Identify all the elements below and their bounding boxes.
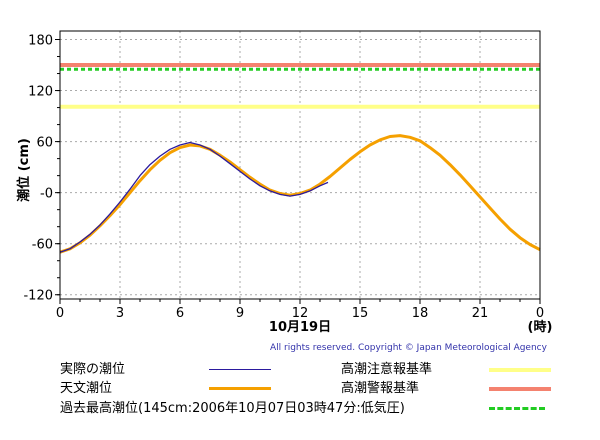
x-tick-label: 6 (176, 306, 184, 321)
grid (60, 31, 540, 299)
tick-labels: 0 3 6 9 12 15 18 21 0 180 120 60 -0 -60 -120 (23, 34, 544, 321)
x-tick-label: 21 (472, 306, 489, 321)
series-line-astronomical (59, 134, 541, 254)
x-tick-label: 0 (536, 306, 544, 321)
x-tick-label: 3 (116, 306, 124, 321)
legend-swatch (209, 387, 271, 390)
copyright-notice: All rights reserved. Copyright © Japan M… (270, 343, 547, 353)
legend-label: 過去最高潮位(145cm:2006年10月07日03時47分:低気圧) (60, 401, 405, 416)
legend-swatch (489, 407, 545, 410)
y-axis-label: 潮位 (cm) (16, 138, 32, 202)
x-tick-label: 18 (412, 306, 429, 321)
legend-swatch (489, 368, 551, 372)
x-tick-label: 0 (56, 306, 64, 321)
y-tick-label: 60 (36, 136, 53, 151)
legend-label: 天文潮位 (60, 381, 113, 396)
y-tick-label: 180 (28, 34, 53, 49)
plot-frame (59, 30, 541, 300)
y-tick-label: -120 (23, 289, 53, 304)
reference-lines (60, 63, 540, 109)
axes (55, 30, 541, 304)
legend-label: 高潮警報基準 (341, 381, 420, 396)
x-tick-label: 15 (352, 306, 369, 321)
x-axis-date-label: 10月19日 (269, 320, 331, 335)
x-tick-label: 12 (292, 306, 309, 321)
series-lines (59, 134, 541, 254)
legend-label: 実際の潮位 (60, 362, 126, 377)
series-line-actual (59, 141, 329, 253)
legend-swatch (489, 387, 551, 391)
y-tick-label: 120 (28, 85, 53, 100)
y-tick-label: -0 (40, 187, 53, 202)
y-tick-label: -60 (32, 238, 53, 253)
x-tick-label: 9 (236, 306, 244, 321)
legend-label: 高潮注意報基準 (341, 362, 433, 377)
legend-swatch (209, 369, 271, 370)
x-axis-unit-label: (時) (528, 319, 553, 335)
